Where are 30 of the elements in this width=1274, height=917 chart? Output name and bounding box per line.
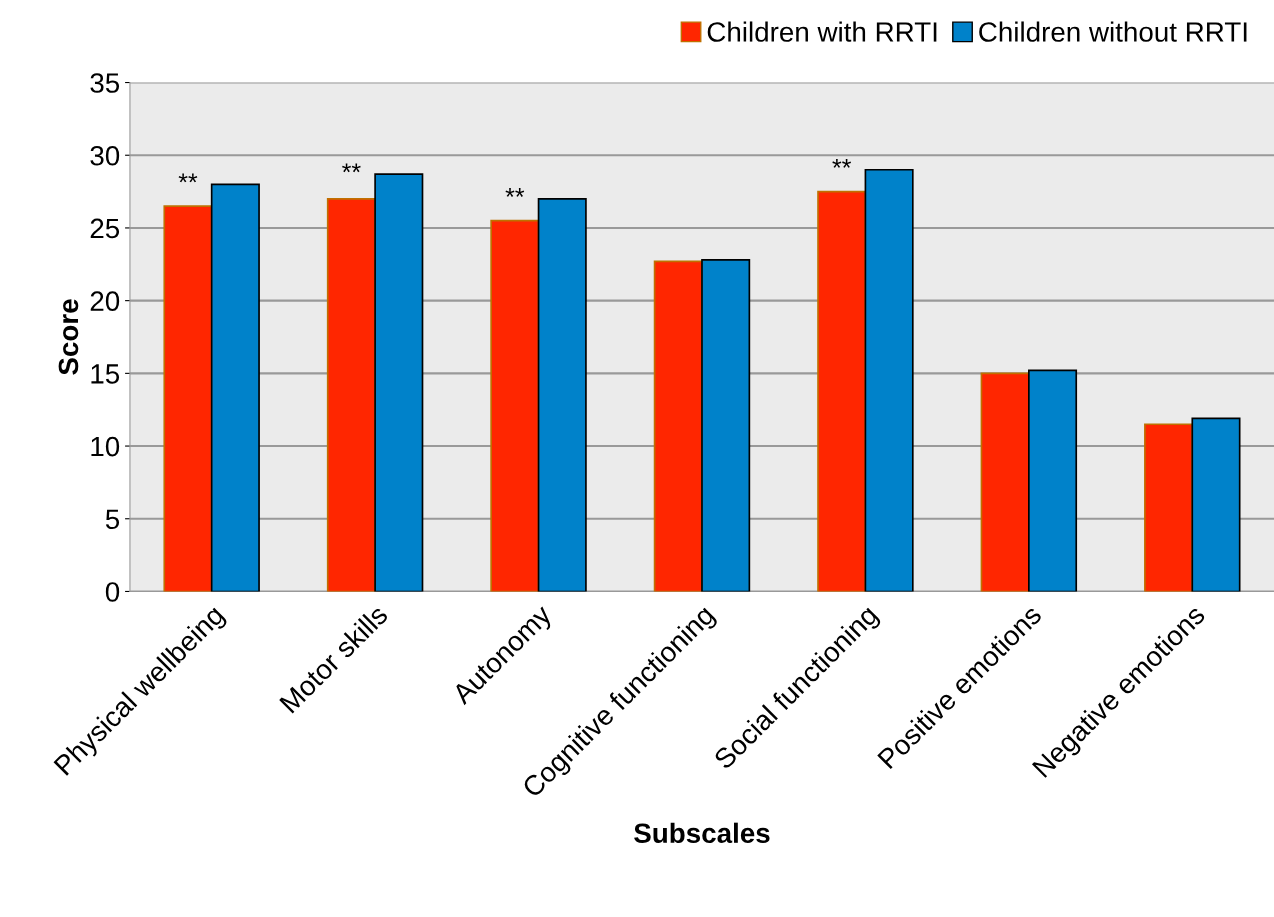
y-tick-label: 15 — [91, 364, 120, 384]
y-tick-label: 0 — [105, 582, 120, 602]
bar — [163, 205, 213, 592]
bar — [1191, 417, 1241, 592]
annotation: ** — [342, 163, 361, 173]
annotation: ** — [178, 173, 198, 183]
annotation: ** — [505, 188, 525, 197]
y-axis-title: Score — [58, 299, 79, 375]
bar — [210, 183, 260, 592]
bar — [817, 190, 867, 592]
legend-label: Children with RRTI — [707, 21, 937, 42]
bar — [701, 259, 751, 592]
x-axis-title: Subscales — [634, 822, 770, 844]
y-tick-label: 5 — [105, 509, 120, 530]
bar — [1144, 423, 1194, 592]
y-tick-label: 25 — [90, 218, 120, 239]
annotation: ** — [832, 159, 852, 168]
bar — [374, 173, 424, 592]
bar — [980, 372, 1030, 592]
legend-label: Children without RRTI — [979, 21, 1247, 42]
y-tick-label: 20 — [90, 291, 120, 311]
bar — [864, 168, 914, 592]
bar — [490, 219, 540, 592]
y-tick-label: 10 — [91, 436, 120, 457]
bar — [1028, 369, 1078, 592]
bar — [653, 260, 703, 592]
y-tick-label: 30 — [90, 145, 120, 166]
bar — [537, 198, 587, 592]
bar — [326, 198, 376, 592]
y-tick-label: 35 — [90, 73, 120, 93]
